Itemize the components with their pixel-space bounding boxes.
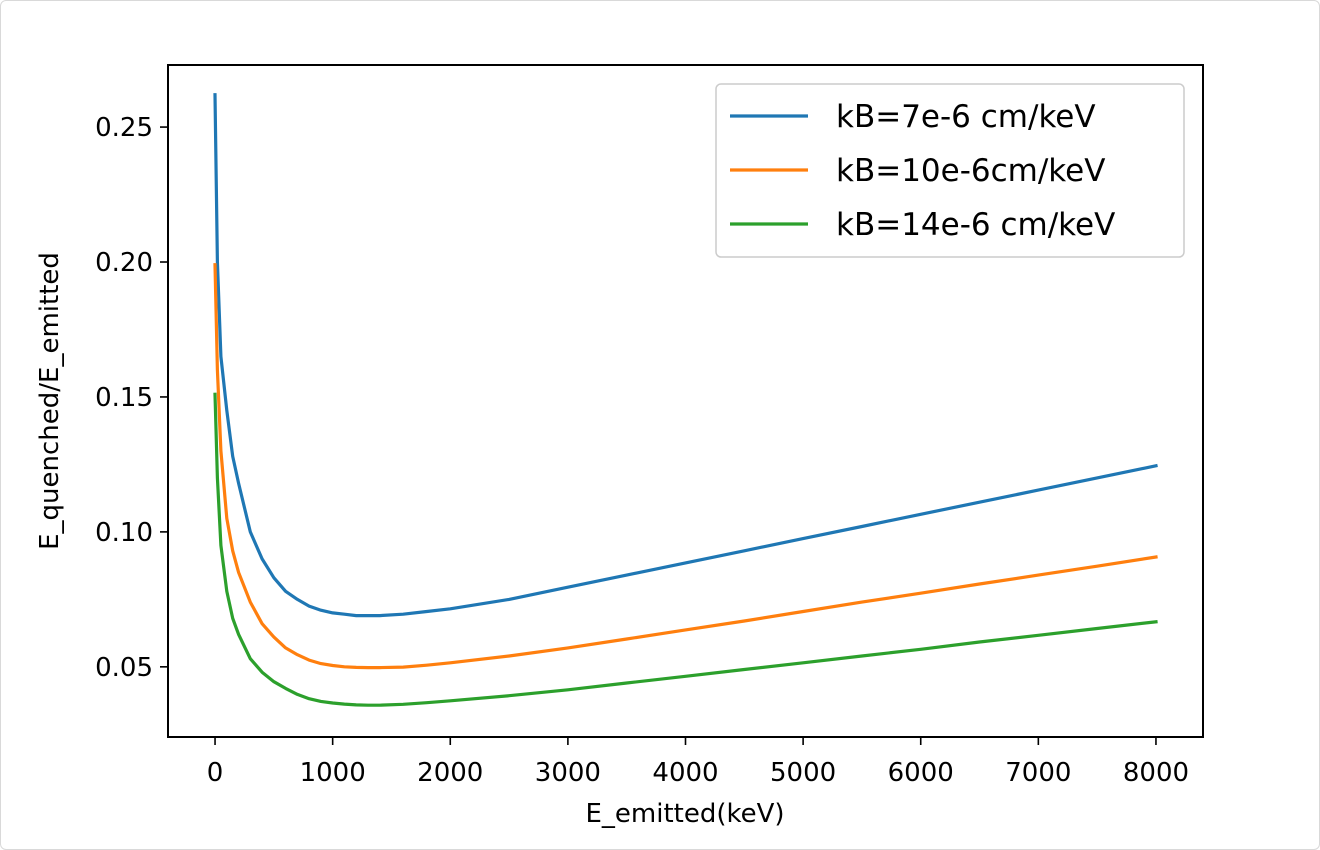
- legend-label-3: kB=14e-6 cm/keV: [836, 207, 1115, 243]
- y-axis-label: E_quenched/E_emitted: [35, 252, 65, 550]
- y-axis-ticks: 0.05 0.10 0.15 0.20 0.25: [95, 113, 168, 683]
- x-tick-label: 2000: [417, 758, 483, 788]
- x-tick-label: 7000: [1005, 758, 1071, 788]
- x-tick-label: 4000: [652, 758, 718, 788]
- legend-label-1: kB=7e-6 cm/keV: [836, 99, 1096, 135]
- x-tick-label: 5000: [770, 758, 836, 788]
- series-lines: [213, 93, 1158, 707]
- x-tick-label: 8000: [1123, 758, 1189, 788]
- x-axis-ticks: 0 1000 2000 3000 4000 5000 6000 7000 8000: [207, 737, 1189, 788]
- y-tick-label: 0.25: [95, 113, 153, 143]
- legend: kB=7e-6 cm/keV kB=10e-6cm/keV kB=14e-6 cm/…: [715, 83, 1185, 258]
- y-tick-label: 0.20: [95, 248, 153, 278]
- x-tick-label: 1000: [300, 758, 366, 788]
- x-tick-label: 6000: [888, 758, 954, 788]
- y-tick-label: 0.15: [95, 383, 153, 413]
- series-line-2: [213, 263, 1158, 670]
- series-line-1: [213, 93, 1158, 618]
- x-tick-label: 0: [207, 758, 224, 788]
- series-line-3: [213, 392, 1158, 707]
- legend-label-2: kB=10e-6cm/keV: [836, 153, 1105, 189]
- y-tick-label: 0.05: [95, 653, 153, 683]
- x-tick-label: 3000: [535, 758, 601, 788]
- legend-box: [715, 83, 1185, 258]
- x-axis-label: E_emitted(keV): [585, 799, 784, 829]
- y-tick-label: 0.10: [95, 518, 153, 548]
